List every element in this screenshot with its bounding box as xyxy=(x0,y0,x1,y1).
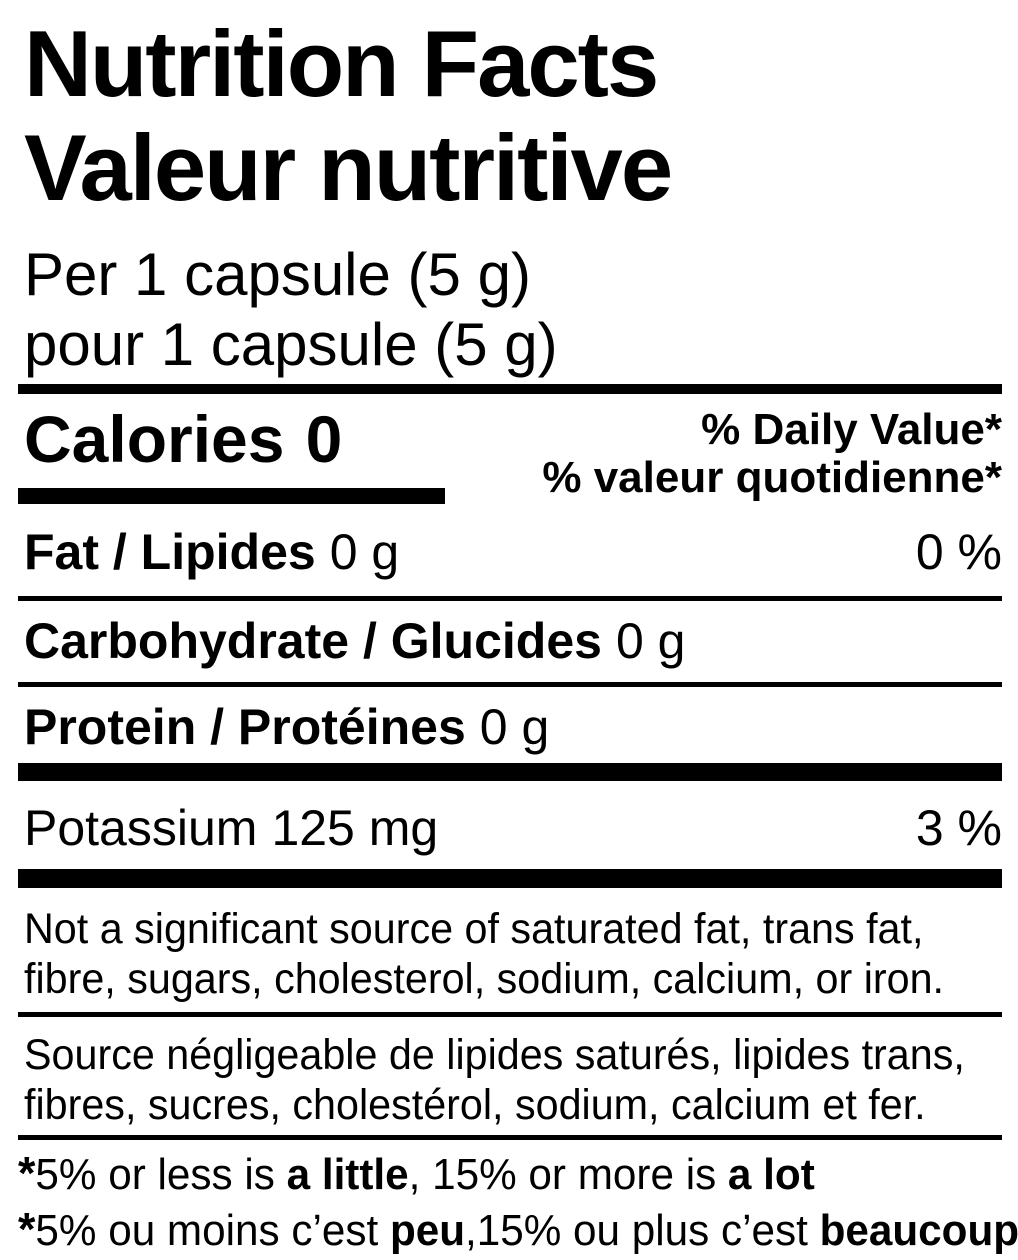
nutrient-fat-dv: 0 % xyxy=(915,524,1002,580)
separator-after-english-note xyxy=(18,1012,1002,1017)
title-en: Nutrition Facts xyxy=(24,11,659,116)
footnote-en: *5% or less is a little, 15% or more is … xyxy=(18,1146,963,1202)
nutrient-row-potassium: Potassium 125 mg 3 % xyxy=(18,802,1002,854)
footnote-fr-bold1: peu xyxy=(389,1206,466,1255)
calories-value: 0 xyxy=(305,402,343,476)
footnote-en-asterisk: * xyxy=(18,1147,36,1199)
nutrient-protein-name: Protein / Protéines xyxy=(24,699,466,755)
footnote-en-text2: , 15% or more is xyxy=(408,1150,728,1199)
footnote-en-bold2: a lot xyxy=(727,1150,815,1199)
not-significant-fr: Source négligeable de lipides saturés, l… xyxy=(18,1030,1002,1130)
daily-value-header-fr: % valeur quotidienne* xyxy=(542,453,1002,502)
nutrient-fat-name: Fat / Lipides xyxy=(24,524,316,580)
title-fr: Valeur nutritive xyxy=(24,115,673,220)
nutrient-potassium-name: Potassium xyxy=(24,800,258,856)
separator-after-fat xyxy=(18,596,1002,601)
separator-before-potassium-thick xyxy=(18,763,1002,781)
nutrient-fat-text: Fat / Lipides 0 g xyxy=(24,526,399,578)
separator-top-thick xyxy=(18,384,1002,394)
footnote-fr-asterisk: * xyxy=(18,1203,36,1255)
nutrient-row-protein: Protein / Protéines 0 g xyxy=(18,701,1002,753)
footnote-fr-bold2: beaucoup xyxy=(819,1206,1018,1255)
nutrient-potassium-dv: 3 % xyxy=(915,800,1002,856)
serving-size-en: Per 1 capsule (5 g) xyxy=(24,241,531,308)
nutrient-potassium-text: Potassium 125 mg xyxy=(24,802,438,854)
separator-after-french-note xyxy=(18,1135,1002,1140)
nutrient-row-fat: Fat / Lipides 0 g 0 % xyxy=(18,526,1002,578)
nutrient-carbohydrate-text: Carbohydrate / Glucides 0 g xyxy=(24,615,685,667)
calories-label: Calories xyxy=(24,402,285,476)
nutrient-protein-amount: 0 g xyxy=(479,699,550,755)
separator-after-carbohydrate xyxy=(18,682,1002,687)
footnote-fr-text1: 5% ou moins c’est xyxy=(35,1206,390,1255)
calories-row: Calories 0 % Daily Value* % valeur quotid… xyxy=(18,406,1002,504)
daily-value-header: % Daily Value* % valeur quotidienne* xyxy=(542,406,1002,502)
not-significant-en: Not a significant source of saturated fa… xyxy=(18,904,1002,1004)
nutrient-carbohydrate-amount: 0 g xyxy=(615,613,686,669)
calories-underline-bar xyxy=(18,488,445,504)
nutrient-protein-text: Protein / Protéines 0 g xyxy=(24,701,549,753)
serving-size-fr: pour 1 capsule (5 g) xyxy=(24,311,558,378)
separator-after-potassium-thick xyxy=(18,869,1002,888)
calories-label-value: Calories 0 xyxy=(18,406,445,472)
not-significant-en-line1: Not a significant source of saturated fa… xyxy=(24,905,924,953)
not-significant-fr-line1: Source négligeable de lipides saturés, l… xyxy=(24,1031,965,1079)
not-significant-fr-line2: fibres, sucres, cholestérol, sodium, cal… xyxy=(24,1081,926,1129)
footnote-en-text1: 5% or less is xyxy=(35,1150,287,1199)
footnotes: *5% or less is a little, 15% or more is … xyxy=(18,1146,1018,1258)
footnote-en-bold1: a little xyxy=(286,1150,409,1199)
nutrient-carbohydrate-name: Carbohydrate / Glucides xyxy=(24,613,602,669)
nutrient-potassium-amount: 125 mg xyxy=(271,800,439,856)
nutrient-row-carbohydrate: Carbohydrate / Glucides 0 g xyxy=(18,615,1002,667)
not-significant-en-line2: fibre, sugars, cholesterol, sodium, calc… xyxy=(24,955,944,1003)
footnote-fr-text2: ,15% ou plus c’est xyxy=(465,1206,820,1255)
daily-value-header-en: % Daily Value* xyxy=(701,405,1002,454)
nutrient-fat-amount: 0 g xyxy=(329,524,400,580)
calories-block: Calories 0 xyxy=(18,406,445,504)
footnote-fr: *5% ou moins c’est peu,15% ou plus c’est… xyxy=(18,1202,1018,1258)
